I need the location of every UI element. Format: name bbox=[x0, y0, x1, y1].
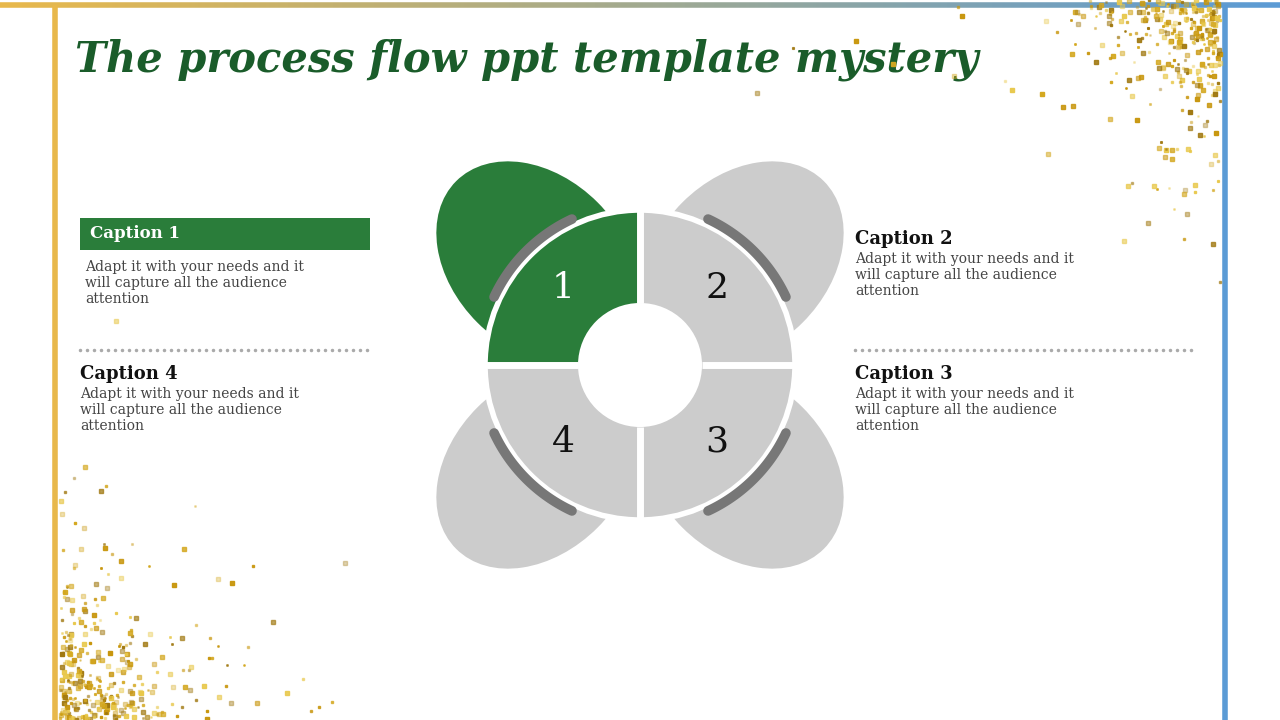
Text: 3: 3 bbox=[705, 425, 728, 459]
Circle shape bbox=[579, 303, 701, 427]
Wedge shape bbox=[485, 365, 640, 520]
Text: 1: 1 bbox=[552, 271, 575, 305]
Ellipse shape bbox=[436, 161, 639, 364]
Text: Caption 2: Caption 2 bbox=[855, 230, 952, 248]
Text: 2: 2 bbox=[705, 271, 728, 305]
Wedge shape bbox=[640, 365, 795, 520]
Ellipse shape bbox=[641, 161, 844, 364]
Text: Caption 3: Caption 3 bbox=[855, 365, 952, 383]
FancyBboxPatch shape bbox=[79, 218, 370, 250]
Wedge shape bbox=[485, 210, 640, 365]
Ellipse shape bbox=[641, 366, 844, 569]
Ellipse shape bbox=[436, 366, 639, 569]
Text: Adapt it with your needs and it
will capture all the audience
attention: Adapt it with your needs and it will cap… bbox=[855, 252, 1074, 298]
Text: Adapt it with your needs and it
will capture all the audience
attention: Adapt it with your needs and it will cap… bbox=[79, 387, 298, 433]
Text: Adapt it with your needs and it
will capture all the audience
attention: Adapt it with your needs and it will cap… bbox=[855, 387, 1074, 433]
Text: Caption 1: Caption 1 bbox=[90, 225, 180, 243]
Text: Adapt it with your needs and it
will capture all the audience
attention: Adapt it with your needs and it will cap… bbox=[84, 260, 303, 307]
Text: The process flow ppt template mystery: The process flow ppt template mystery bbox=[76, 39, 978, 81]
Text: Caption 4: Caption 4 bbox=[79, 365, 178, 383]
Wedge shape bbox=[640, 210, 795, 365]
Text: 4: 4 bbox=[552, 425, 575, 459]
